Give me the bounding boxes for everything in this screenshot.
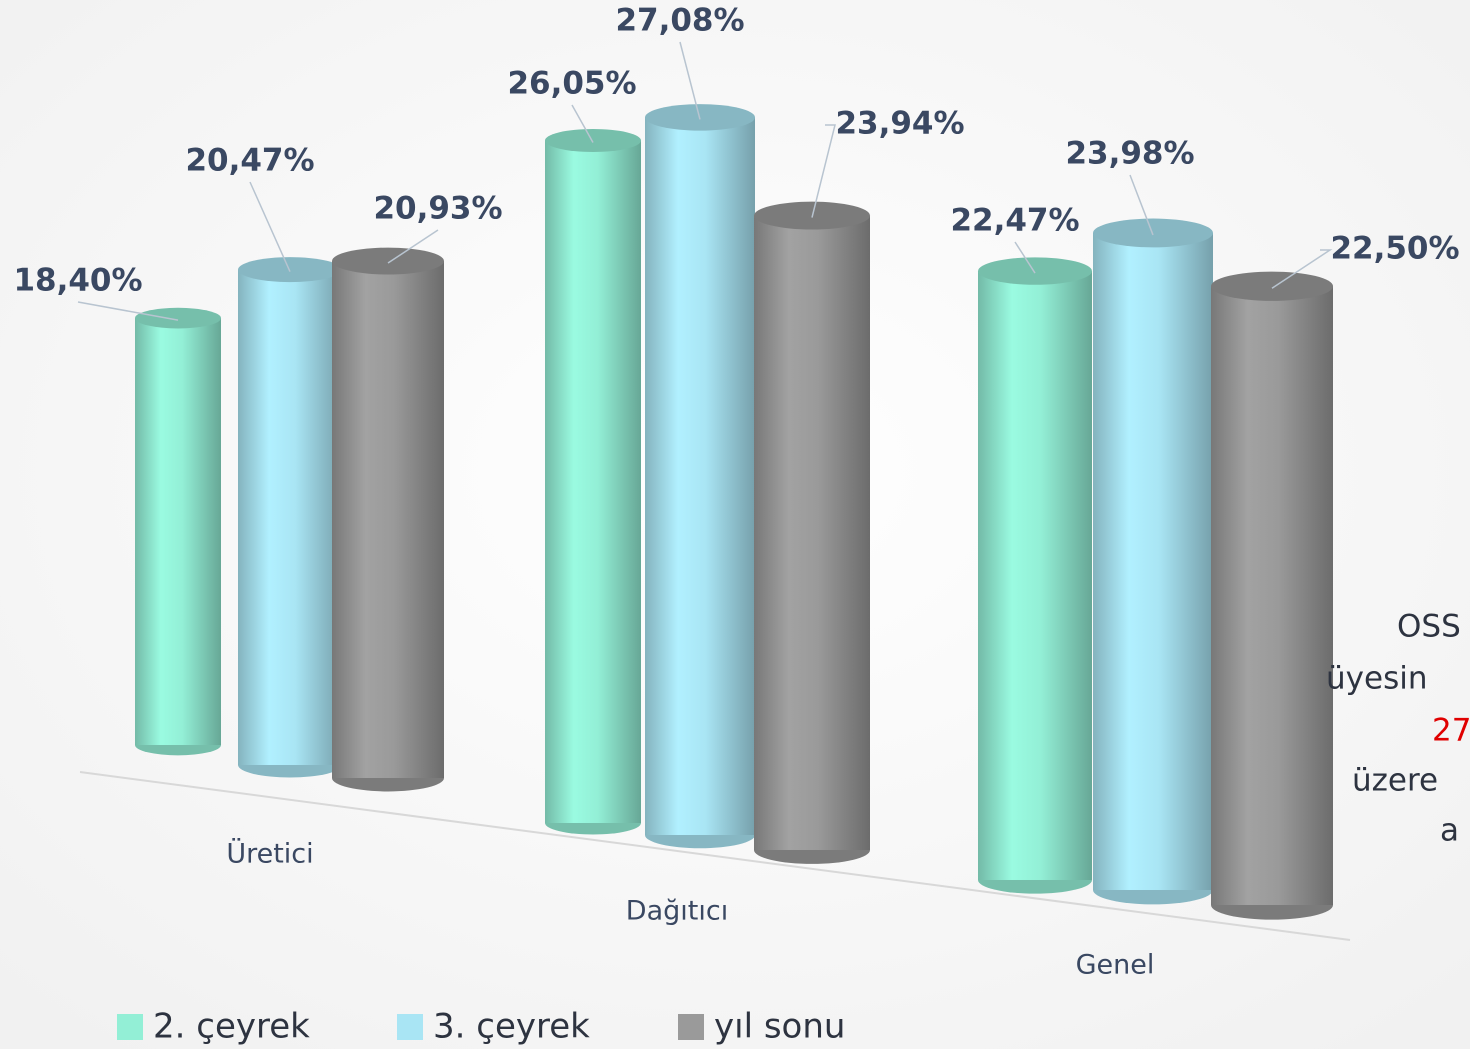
leader-line xyxy=(571,104,594,143)
leader-line xyxy=(1014,241,1036,274)
annotation: üzere xyxy=(1352,763,1438,799)
bar xyxy=(754,215,870,851)
annotation: 27 xyxy=(1432,713,1470,749)
category-label: Dağıtıcı xyxy=(626,896,728,927)
leader-line xyxy=(679,41,701,120)
annotation: OSS xyxy=(1397,609,1461,645)
bar xyxy=(1093,232,1213,890)
leader-line xyxy=(1271,249,1333,289)
leader-line xyxy=(77,301,179,321)
value-label: 23,98% xyxy=(1065,136,1194,172)
bar xyxy=(135,318,221,745)
legend-label: yıl sonu xyxy=(714,1007,845,1047)
leader-line xyxy=(249,181,291,272)
category-label: Genel xyxy=(1076,950,1155,981)
value-label: 18,40% xyxy=(13,263,142,299)
value-label: 22,47% xyxy=(950,203,1079,239)
value-label: 26,05% xyxy=(507,66,636,102)
value-label: 22,50% xyxy=(1330,231,1459,267)
leader-line xyxy=(387,229,439,264)
bar xyxy=(238,269,342,765)
leader-line xyxy=(1129,174,1154,236)
floor-line xyxy=(79,771,1351,941)
bar xyxy=(1211,286,1333,905)
value-label: 27,08% xyxy=(615,3,744,39)
bar-top xyxy=(978,257,1092,285)
legend-label: 3. çeyrek xyxy=(433,1007,590,1047)
bar xyxy=(332,261,444,778)
annotation: a xyxy=(1440,813,1459,849)
value-label: 20,93% xyxy=(373,191,502,227)
legend-swatch xyxy=(117,1014,143,1040)
bar-top xyxy=(545,128,641,153)
legend-swatch xyxy=(678,1014,704,1040)
legend-label: 2. çeyrek xyxy=(153,1007,310,1047)
category-label: Üretici xyxy=(226,838,313,870)
bar xyxy=(978,271,1092,880)
bar xyxy=(645,117,755,835)
leader-line xyxy=(811,124,836,218)
bar xyxy=(545,140,641,824)
bar-top xyxy=(135,307,221,329)
annotation: üyesin xyxy=(1326,661,1427,697)
bar-top xyxy=(238,257,342,283)
bar-top xyxy=(332,247,444,275)
bar-top xyxy=(1211,271,1333,301)
value-label: 20,47% xyxy=(185,143,314,179)
value-label: 23,94% xyxy=(835,106,964,142)
legend-swatch xyxy=(397,1014,423,1040)
